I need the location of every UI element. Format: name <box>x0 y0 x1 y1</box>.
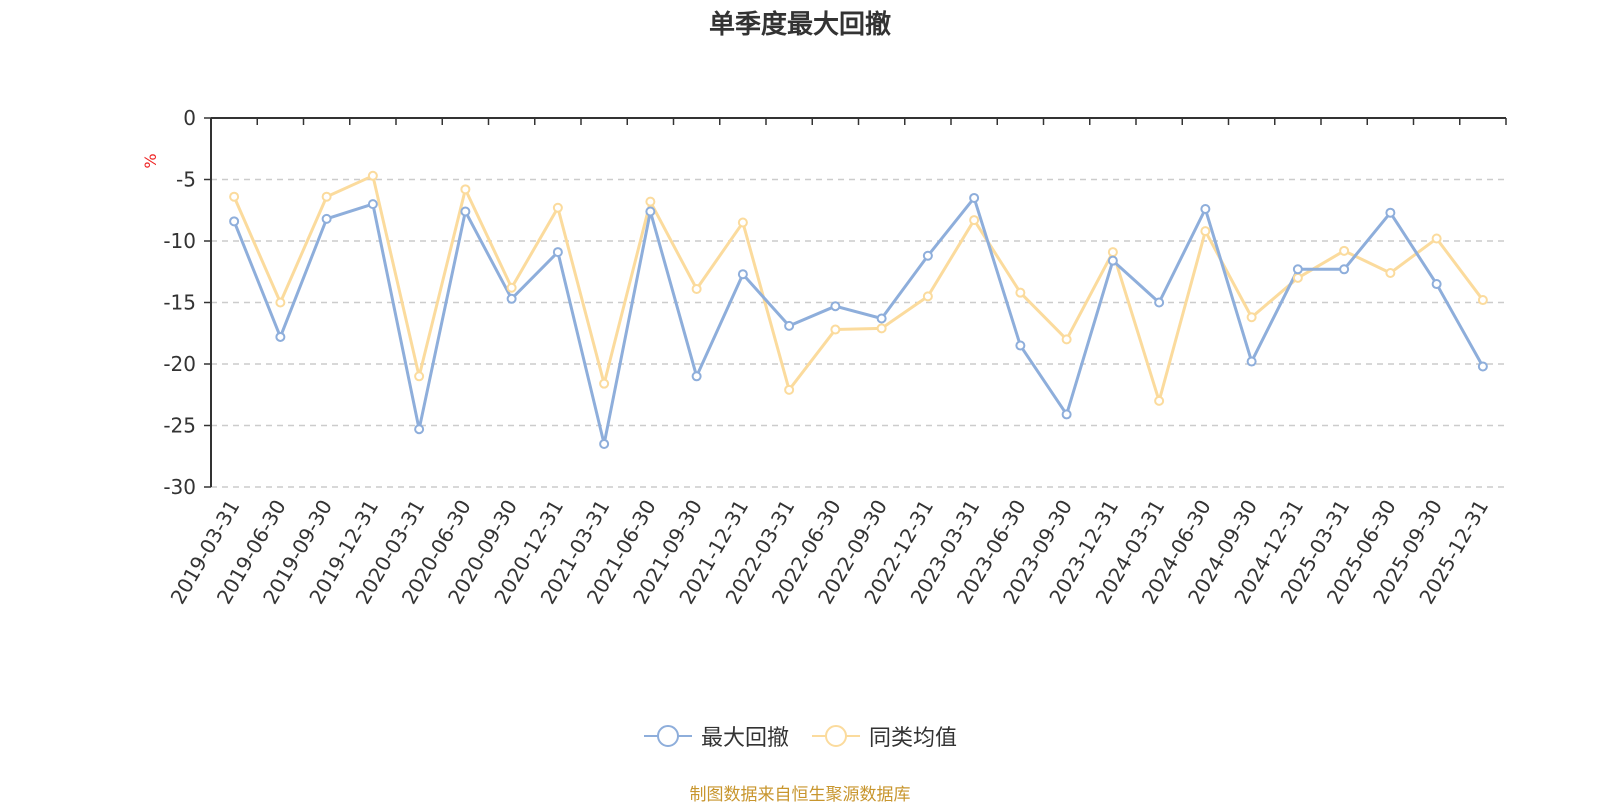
data-point-max-drawdown <box>691 371 702 382</box>
data-point-peer-average <box>1477 295 1488 306</box>
data-point-max-drawdown <box>1061 409 1072 420</box>
data-point-max-drawdown <box>1292 264 1303 275</box>
data-point-peer-average <box>784 384 795 395</box>
data-point-peer-average <box>1107 247 1118 258</box>
legend-item-max-drawdown[interactable]: 最大回撤 <box>643 720 789 752</box>
data-point-max-drawdown <box>1107 255 1118 266</box>
data-point-peer-average <box>367 170 378 181</box>
data-point-peer-average <box>1061 334 1072 345</box>
data-point-max-drawdown <box>1015 340 1026 351</box>
data-point-max-drawdown <box>599 438 610 449</box>
data-point-peer-average <box>691 283 702 294</box>
data-point-peer-average <box>229 191 240 202</box>
data-point-peer-average <box>1292 272 1303 283</box>
data-point-peer-average <box>552 202 563 213</box>
data-point-peer-average <box>1385 267 1396 278</box>
data-point-max-drawdown <box>1339 264 1350 275</box>
legend: 最大回撤 同类均值 <box>0 720 1600 752</box>
data-point-peer-average <box>876 323 887 334</box>
data-point-peer-average <box>1015 287 1026 298</box>
data-point-max-drawdown <box>830 301 841 312</box>
y-tick-label: -5 <box>176 168 196 192</box>
data-point-peer-average <box>922 291 933 302</box>
data-point-max-drawdown <box>737 269 748 280</box>
data-point-max-drawdown <box>275 331 286 342</box>
data-point-peer-average <box>1431 233 1442 244</box>
y-axis-unit-label: % <box>141 153 160 168</box>
data-point-max-drawdown <box>1385 207 1396 218</box>
data-point-max-drawdown <box>784 320 795 331</box>
data-point-peer-average <box>645 196 656 207</box>
x-tick-labels: 2019-03-312019-06-302019-09-302019-12-31… <box>166 496 1494 609</box>
data-point-peer-average <box>1200 226 1211 237</box>
data-point-peer-average <box>275 297 286 308</box>
legend-symbol-peer-average <box>812 725 860 747</box>
data-point-peer-average <box>599 378 610 389</box>
y-tick-label: -20 <box>163 352 196 376</box>
data-point-peer-average <box>414 371 425 382</box>
data-point-max-drawdown <box>969 192 980 203</box>
data-point-max-drawdown <box>552 247 563 258</box>
data-point-peer-average <box>830 324 841 335</box>
data-point-max-drawdown <box>1154 297 1165 308</box>
data-point-peer-average <box>321 191 332 202</box>
legend-label-peer-average: 同类均值 <box>869 726 958 751</box>
data-point-max-drawdown <box>229 216 240 227</box>
data-point-peer-average <box>506 282 517 293</box>
data-point-max-drawdown <box>645 206 656 217</box>
data-point-max-drawdown <box>506 293 517 304</box>
series-line-peer-average <box>232 174 1485 403</box>
y-tick-label: -15 <box>163 291 196 315</box>
data-point-max-drawdown <box>1477 361 1488 372</box>
series-lines <box>232 174 1485 446</box>
chart-title: 单季度最大回撤 <box>708 10 891 40</box>
y-tick-label: -30 <box>163 475 196 499</box>
data-point-max-drawdown <box>922 250 933 261</box>
data-point-max-drawdown <box>876 313 887 324</box>
y-tick-label: -10 <box>163 229 196 253</box>
data-point-max-drawdown <box>1200 204 1211 215</box>
series-line-max-drawdown <box>232 196 1485 446</box>
data-source-note: 制图数据来自恒生聚源数据库 <box>689 785 911 805</box>
data-point-peer-average <box>1246 312 1257 323</box>
y-tick-labels: 0 -5 -10 -15 -20 -25 -30 <box>163 106 196 499</box>
data-point-peer-average <box>1154 395 1165 406</box>
data-point-peer-average <box>1339 245 1350 256</box>
y-tick-label: 0 <box>183 106 196 130</box>
legend-label-max-drawdown: 最大回撤 <box>700 726 789 751</box>
data-point-peer-average <box>737 217 748 228</box>
data-point-max-drawdown <box>1431 279 1442 290</box>
data-point-max-drawdown <box>367 199 378 210</box>
data-point-peer-average <box>460 184 471 195</box>
legend-symbol-max-drawdown <box>643 725 692 747</box>
series-points <box>229 170 1488 449</box>
data-point-max-drawdown <box>414 424 425 435</box>
data-point-peer-average <box>969 215 980 226</box>
legend-item-peer-average[interactable]: 同类均值 <box>811 720 957 752</box>
y-tick-label: -25 <box>163 414 196 438</box>
data-point-max-drawdown <box>321 213 332 224</box>
axes <box>204 117 1507 488</box>
grid-lines <box>211 178 1506 488</box>
data-point-max-drawdown <box>1246 356 1257 367</box>
data-point-max-drawdown <box>460 206 471 217</box>
